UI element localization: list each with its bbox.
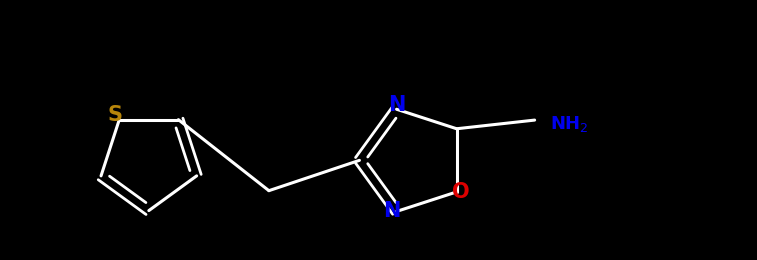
Text: NH$_2$: NH$_2$ <box>550 114 589 134</box>
Text: O: O <box>452 182 470 202</box>
Text: N: N <box>388 95 405 115</box>
Text: N: N <box>384 202 401 222</box>
Text: S: S <box>107 105 123 125</box>
